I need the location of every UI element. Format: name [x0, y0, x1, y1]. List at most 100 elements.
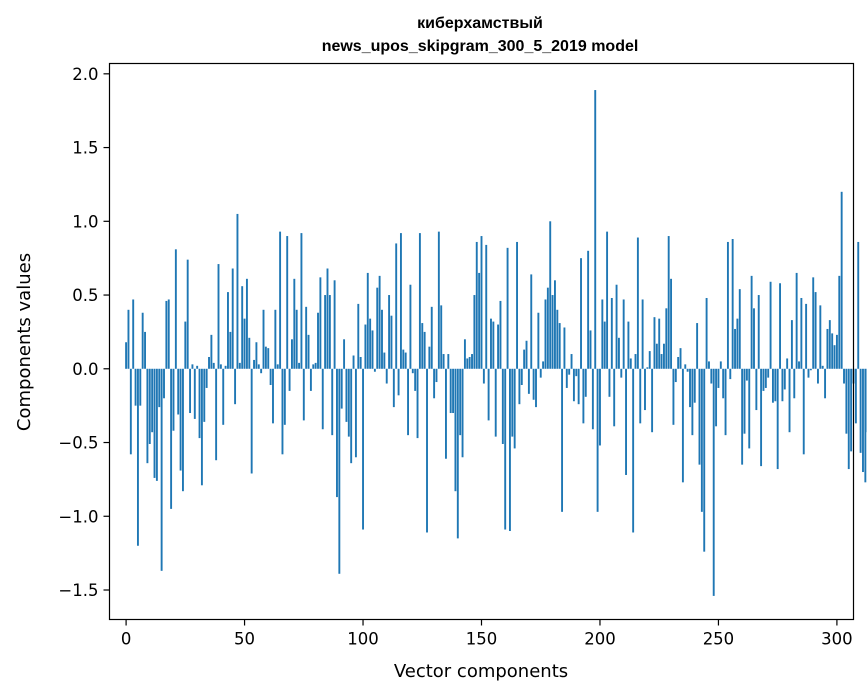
bar — [392, 368, 395, 408]
bar — [587, 250, 590, 369]
bar — [674, 368, 677, 383]
bar — [305, 306, 308, 369]
bar — [238, 362, 241, 369]
bar — [753, 308, 755, 369]
bar — [191, 364, 194, 369]
bar — [440, 305, 443, 369]
bar — [490, 318, 492, 369]
bar — [205, 368, 208, 388]
bar — [523, 349, 526, 369]
bar — [177, 368, 180, 415]
bar — [812, 277, 815, 369]
bar — [399, 233, 402, 369]
bar — [471, 354, 473, 369]
bar — [629, 358, 632, 369]
bar — [565, 368, 568, 388]
bar — [748, 368, 751, 449]
bar — [838, 275, 841, 369]
bar — [537, 312, 540, 369]
bar — [354, 368, 357, 458]
bar — [255, 342, 258, 369]
bar — [859, 368, 862, 453]
bar — [298, 362, 301, 369]
bar — [506, 247, 509, 369]
bar — [309, 368, 312, 391]
bar — [580, 258, 582, 369]
bar — [170, 368, 173, 509]
bar — [677, 356, 680, 369]
bar — [276, 364, 279, 369]
bar — [321, 368, 324, 430]
bar — [291, 339, 293, 369]
bar — [577, 368, 580, 405]
bar — [516, 241, 518, 369]
bar — [847, 368, 850, 470]
bar — [435, 368, 438, 383]
bar — [136, 368, 139, 546]
bar — [193, 368, 196, 419]
bar — [272, 368, 274, 424]
bar — [724, 368, 727, 436]
bar — [530, 274, 533, 369]
bar — [627, 321, 630, 369]
bar — [241, 286, 244, 369]
bar — [689, 368, 691, 408]
bar — [779, 283, 781, 369]
bar — [165, 300, 168, 369]
bar — [658, 318, 661, 369]
bar — [452, 368, 455, 414]
bar — [672, 368, 675, 425]
bar — [700, 368, 703, 512]
x-axis-ticks: 0 50 100 150 200 250 300 — [121, 619, 853, 649]
bar — [189, 368, 192, 414]
bar — [388, 295, 391, 369]
bar — [644, 368, 646, 411]
bar — [414, 368, 417, 391]
bar — [864, 368, 867, 483]
bar — [293, 278, 296, 369]
bar — [620, 368, 623, 378]
bar — [755, 368, 758, 411]
bar — [328, 295, 331, 369]
y-tick-label: 2.0 — [72, 65, 98, 84]
bar — [821, 365, 824, 369]
bar — [750, 275, 753, 369]
bar — [404, 352, 407, 369]
bar — [245, 278, 248, 369]
bar — [807, 368, 810, 378]
bar — [264, 346, 267, 369]
bar — [433, 368, 436, 399]
bar — [229, 331, 232, 369]
bar — [639, 368, 642, 424]
bar — [430, 306, 433, 369]
bar — [352, 355, 355, 369]
bar — [769, 281, 772, 369]
bar — [442, 354, 445, 369]
bar — [307, 334, 310, 369]
bar — [670, 278, 673, 369]
bar — [459, 368, 462, 436]
bar — [146, 368, 149, 464]
bar — [665, 308, 668, 369]
bar — [411, 368, 414, 374]
bar — [286, 236, 289, 369]
bar — [295, 309, 298, 369]
x-axis-label: Vector components — [394, 661, 568, 682]
bar — [373, 368, 376, 372]
bar — [333, 280, 336, 369]
bar — [554, 280, 556, 369]
bar — [350, 368, 353, 464]
bar — [456, 368, 459, 539]
bar — [771, 368, 774, 403]
bar — [262, 309, 265, 369]
bar — [601, 299, 604, 369]
bar — [395, 243, 398, 369]
bar — [172, 368, 175, 431]
bar — [127, 309, 130, 369]
bar — [563, 327, 566, 369]
bar — [653, 317, 656, 369]
bar — [224, 365, 227, 369]
bar — [527, 368, 530, 394]
bar — [760, 368, 763, 467]
bar — [655, 343, 658, 369]
